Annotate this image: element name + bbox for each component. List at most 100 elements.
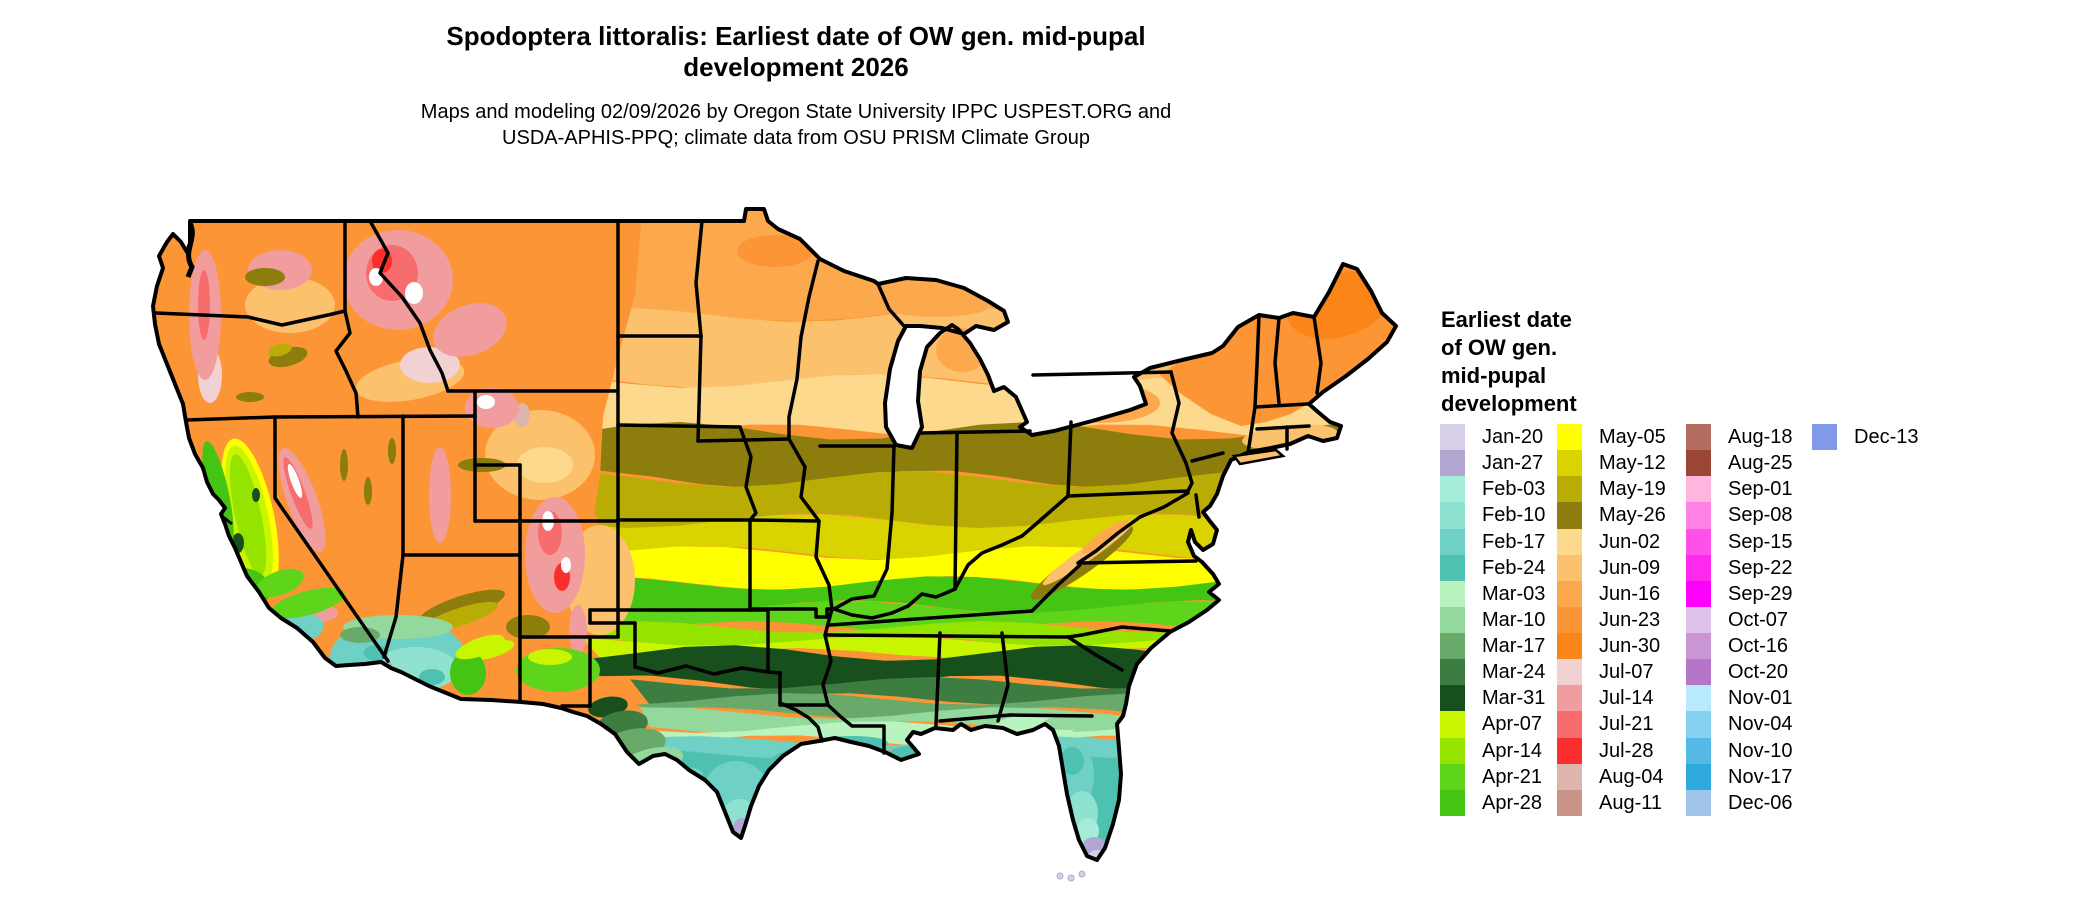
state-border: [938, 713, 1012, 723]
legend-color-swatch: [1557, 711, 1582, 738]
legend-date-label: May-19: [1599, 478, 1666, 501]
legend-date-label: Jan-20: [1482, 426, 1544, 448]
state-border: [1030, 563, 1082, 613]
legend-color-swatch: [1686, 789, 1711, 816]
subtitle-line-2: USDA-APHIS-PPQ; climate data from OSU PR…: [502, 127, 1090, 149]
legend-color-swatch: [1686, 606, 1711, 634]
legend-row: Sep-22: [1686, 554, 1811, 582]
state-border: [778, 701, 824, 743]
puget-sound: [185, 221, 195, 278]
subtitle-line-1: Maps and modeling 02/09/2026 by Oregon S…: [420, 101, 1172, 123]
legend-date-label: Sep-08: [1728, 504, 1793, 527]
state-border: [694, 219, 704, 338]
legend-color-swatch: [1440, 424, 1465, 451]
legend-date-label: Aug-04: [1599, 765, 1664, 788]
legend-color-swatch: [1557, 580, 1582, 607]
legend-date-label: Jun-02: [1599, 530, 1661, 553]
legend-color-swatch: [1440, 633, 1465, 660]
legend-row: Nov-04: [1686, 711, 1811, 738]
state-border: [766, 670, 782, 675]
state-border: [1138, 491, 1190, 519]
legend-date-label: Sep-29: [1728, 582, 1793, 605]
florida-keys: [1078, 870, 1086, 878]
legend-color-swatch: [1557, 606, 1582, 634]
legend-date-label: Sep-15: [1728, 530, 1793, 553]
legend-row: Aug-11: [1557, 789, 1682, 817]
legend-date-label: Nov-04: [1728, 713, 1793, 736]
legend-date-label: Oct-20: [1728, 661, 1789, 684]
legend-row: May-19: [1557, 476, 1682, 503]
legend-date-label: Apr-07: [1482, 713, 1543, 736]
legend-row: Mar-31: [1440, 685, 1565, 712]
legend-date-label: Aug-25: [1728, 452, 1793, 475]
state-border: [738, 425, 758, 522]
title-line-2: development 2026: [683, 52, 909, 82]
legend-color-swatch: [1440, 659, 1465, 686]
legend-row: Mar-24: [1440, 659, 1565, 686]
legend-color-swatch: [1440, 476, 1465, 503]
legend-color-swatch: [1812, 424, 1837, 451]
legend-color-swatch: [1686, 502, 1711, 529]
state-border: [273, 415, 390, 663]
state-border: [748, 518, 821, 523]
legend-color-swatch: [1557, 476, 1582, 503]
legend-row: Oct-07: [1686, 606, 1811, 634]
state-border: [1194, 493, 1201, 519]
legend-color-swatch: [1686, 763, 1711, 790]
legend-date-label: Feb-17: [1482, 530, 1546, 553]
legend-date-label: Sep-22: [1728, 556, 1793, 579]
legend-date-label: Jul-21: [1599, 713, 1654, 736]
state-border: [953, 431, 959, 591]
legend-row: Nov-01: [1686, 685, 1811, 712]
state-border: [832, 587, 957, 620]
legend-date-label: Mar-31: [1482, 687, 1546, 710]
state-border: [826, 633, 1070, 639]
state-border: [787, 259, 820, 441]
state-border: [918, 429, 1032, 435]
legend-date-label: Jul-28: [1599, 739, 1654, 762]
legend-date-label: Feb-10: [1482, 504, 1546, 527]
legend-color-swatch: [1686, 659, 1711, 686]
legend-date-label: Mar-03: [1482, 582, 1546, 605]
legend-row: Feb-17: [1440, 528, 1565, 556]
legend-row: Feb-24: [1440, 554, 1565, 582]
state-border: [696, 334, 703, 443]
legend-color-swatch: [1686, 476, 1711, 503]
state-border: [953, 494, 1070, 591]
legend-color-swatch: [1686, 580, 1711, 607]
state-border: [876, 282, 906, 328]
legend-date-label: Jul-14: [1599, 687, 1654, 710]
map-fill-layer: [153, 209, 1396, 860]
legend-color-swatch: [1440, 763, 1465, 790]
florida-keys: [1056, 872, 1064, 880]
map-title: Spodoptera littoralis: Earliest date of …: [130, 0, 1462, 83]
legend-row: Jun-16: [1557, 580, 1682, 608]
legend-row: Apr-14: [1440, 737, 1565, 765]
legend-date-label: Jun-16: [1599, 582, 1661, 605]
state-border: [154, 309, 347, 327]
legend-date-label: Dec-06: [1728, 791, 1793, 814]
legend-title-line: of OW gen.: [1441, 335, 1558, 360]
legend-date-label: May-26: [1599, 504, 1666, 527]
legend-row: Sep-08: [1686, 502, 1811, 529]
long-island: [1231, 448, 1286, 466]
legend-date-label: Sep-01: [1728, 478, 1793, 501]
legend-date-label: Apr-28: [1482, 791, 1543, 814]
state-border: [748, 607, 834, 619]
legend-color-swatch: [1557, 450, 1582, 477]
conus-outline: [151, 207, 1398, 862]
state-border: [616, 423, 742, 429]
legend-date-label: Jul-07: [1599, 661, 1654, 684]
legend-color-swatch: [1557, 502, 1582, 529]
legend-row: May-26: [1557, 502, 1682, 529]
legend-row: Dec-13: [1812, 424, 1937, 451]
legend-row: Jan-20: [1440, 424, 1565, 451]
legend-date-label: Apr-21: [1482, 765, 1543, 788]
legend-color-swatch: [1686, 528, 1711, 555]
legend-color-swatch: [1440, 606, 1465, 634]
legend-date-label: Nov-10: [1728, 739, 1793, 762]
legend-color-swatch: [1440, 711, 1465, 738]
state-border: [832, 444, 896, 611]
legend-row: Jul-07: [1557, 659, 1682, 686]
legend-row: Jun-23: [1557, 606, 1682, 634]
